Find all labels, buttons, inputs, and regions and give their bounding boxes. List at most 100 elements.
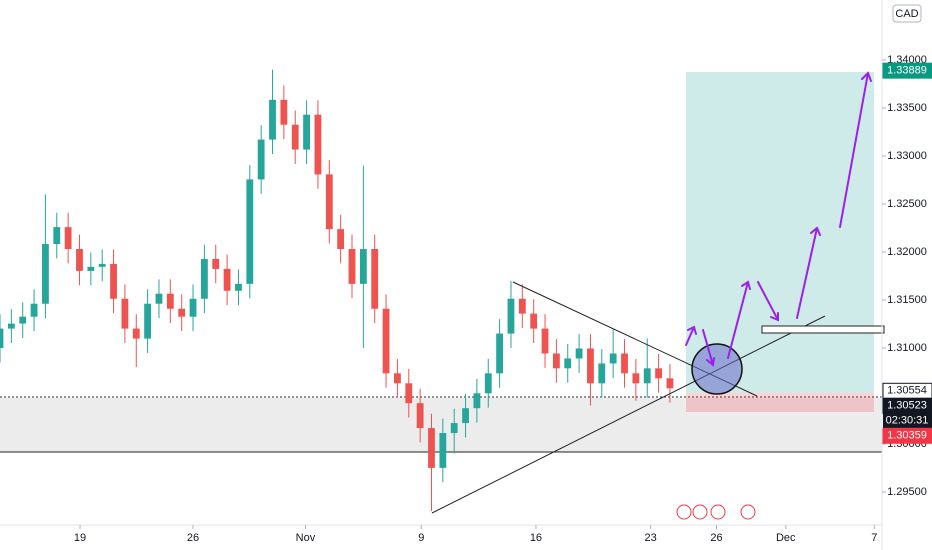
y-tick-label: 1.31000 xyxy=(887,342,927,354)
candle-body xyxy=(314,114,322,175)
candle-body xyxy=(121,298,129,329)
x-tick-label: 19 xyxy=(74,532,86,544)
candle-body xyxy=(19,316,27,324)
x-tick-label: 26 xyxy=(187,532,199,544)
candle-body xyxy=(98,263,106,267)
candle-body xyxy=(450,423,458,434)
candle-body xyxy=(30,303,38,317)
arrow xyxy=(702,329,715,367)
candle-body xyxy=(666,378,674,389)
candle-body xyxy=(325,174,333,230)
x-tick-label: 9 xyxy=(418,532,424,544)
candle-body xyxy=(178,308,186,317)
candle-body xyxy=(303,114,310,150)
countdown: 02:30:31 xyxy=(886,415,929,427)
projection-arrows xyxy=(685,71,872,367)
price-label: 1.30359 xyxy=(887,430,927,442)
currency: CAD xyxy=(895,8,918,20)
candle-body xyxy=(0,328,4,348)
event-icon[interactable] xyxy=(692,504,708,520)
candle-body xyxy=(462,408,469,424)
candle-body xyxy=(132,328,140,339)
x-tick-label: 23 xyxy=(645,532,657,544)
y-tick-label: 1.31500 xyxy=(887,294,927,306)
y-tick-label: 1.32000 xyxy=(887,246,927,258)
x-tick-label: Dec xyxy=(776,532,796,544)
y-tick-label: 1.34000 xyxy=(887,54,927,66)
candle-body xyxy=(200,258,208,299)
candle-body xyxy=(416,403,424,429)
x-tick-label: 26 xyxy=(710,532,722,544)
event-icon[interactable] xyxy=(710,504,726,520)
candle-body xyxy=(575,348,583,359)
highlight-circle xyxy=(691,343,743,395)
candle-body xyxy=(518,298,526,314)
candle-body xyxy=(552,353,560,369)
candle-body xyxy=(507,298,515,334)
resistance-box xyxy=(761,325,885,334)
candle-body xyxy=(166,293,174,309)
candle-body xyxy=(223,268,231,291)
countdown-box xyxy=(883,413,932,429)
x-tick-label: Nov xyxy=(296,532,316,544)
overlay xyxy=(431,71,885,520)
arrow xyxy=(727,280,751,359)
candle-body xyxy=(473,393,481,409)
candle-body xyxy=(655,368,662,379)
candle-body xyxy=(530,313,538,329)
price-label-box xyxy=(882,427,932,444)
candle-body xyxy=(484,373,492,394)
arrow xyxy=(685,325,697,346)
candle-body xyxy=(337,229,345,250)
currency-box[interactable] xyxy=(892,4,922,23)
candle-body xyxy=(280,99,288,125)
x-tick-label: 16 xyxy=(530,532,542,544)
price-label: 1.30554 xyxy=(887,385,927,397)
candle-body xyxy=(643,368,651,384)
candle-body xyxy=(632,373,640,384)
y-tick-label: 1.33000 xyxy=(887,150,927,162)
candle-body xyxy=(53,227,61,245)
arrow xyxy=(757,281,779,322)
price-label: 1.30523 xyxy=(887,400,927,412)
candle-body xyxy=(496,333,504,374)
candle-body xyxy=(110,263,117,299)
price-label-box xyxy=(882,62,932,79)
candle-body xyxy=(269,99,276,140)
candle-body xyxy=(7,323,15,329)
event-icons xyxy=(676,504,756,520)
candle-body xyxy=(348,249,356,284)
candle-body xyxy=(382,308,390,374)
candle-body xyxy=(587,348,594,384)
event-icon[interactable] xyxy=(740,504,756,520)
candle-body xyxy=(257,139,265,180)
y-tick-label: 1.33500 xyxy=(887,102,927,114)
candle-body xyxy=(405,383,413,404)
candle-body xyxy=(359,249,367,284)
candle-body xyxy=(64,227,72,250)
candles xyxy=(0,69,674,512)
y-tick-label: 1.29500 xyxy=(887,486,927,498)
x-tick-label: 7 xyxy=(871,532,877,544)
candle-body xyxy=(87,266,95,271)
candle-body xyxy=(155,293,163,304)
y-tick-label: 1.32500 xyxy=(887,198,927,210)
trend-line-lower xyxy=(431,315,826,514)
candle-body xyxy=(598,363,606,384)
event-icon[interactable] xyxy=(676,504,692,520)
candle-body xyxy=(235,283,242,291)
arrow xyxy=(839,71,872,228)
arrow xyxy=(796,226,821,319)
candle-body xyxy=(246,179,254,284)
stop-zone xyxy=(686,393,874,412)
candle-body xyxy=(371,249,379,309)
candle-body xyxy=(189,298,197,317)
target-zone xyxy=(686,72,874,393)
candle-body xyxy=(212,258,220,269)
candle-body xyxy=(144,303,152,339)
candle-body xyxy=(76,249,83,271)
candle-body xyxy=(439,433,447,468)
